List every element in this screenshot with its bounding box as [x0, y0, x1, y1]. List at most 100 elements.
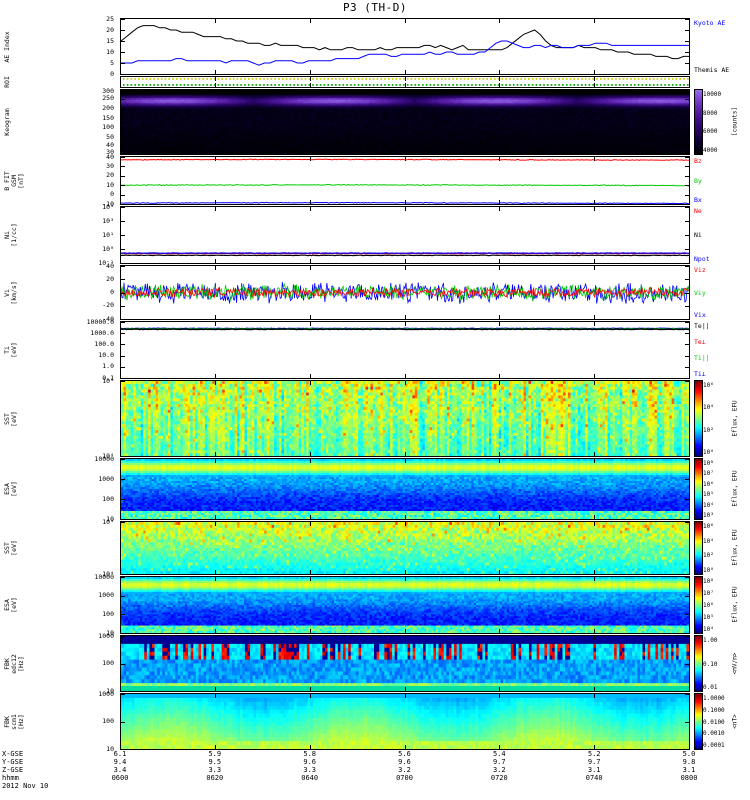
tick-mark	[120, 574, 125, 575]
x-tick-mark	[404, 521, 406, 526]
tick-mark	[120, 52, 125, 53]
x-tick-mark	[594, 374, 596, 379]
tick-mark	[120, 263, 125, 264]
x-tick-mark	[214, 380, 216, 385]
tick-mark	[120, 749, 125, 750]
tick-mark	[685, 279, 690, 281]
x-tick-mark	[404, 321, 406, 326]
series-legend-ti-: Ti⊥	[694, 371, 706, 378]
x-tick-mark	[404, 515, 406, 520]
tick-mark	[120, 721, 125, 723]
x-tick-mark	[214, 687, 216, 692]
x-tick-mark	[120, 200, 121, 205]
x-tick-mark	[689, 76, 690, 81]
y-tick-label: 200	[102, 105, 114, 112]
x-tick-mark	[499, 150, 501, 155]
series-legend-ti-: Ti||	[694, 355, 710, 362]
y-tick-label: 10000	[94, 455, 114, 463]
colorbar-esa-2	[694, 576, 703, 634]
x-tick-mark	[404, 70, 406, 75]
colorbar-unit-fbk-scm1: <nT>	[732, 681, 739, 761]
y-tick-label: 0	[110, 70, 114, 78]
colorbar-tick-label: 1.0000	[703, 696, 725, 702]
panel-ni	[120, 206, 690, 264]
x-tick-mark	[214, 452, 216, 457]
x-tick-mark	[120, 18, 121, 23]
y-tick-label: 10	[106, 687, 114, 695]
x-tick-mark	[499, 458, 501, 463]
x-tick-mark	[404, 200, 406, 205]
tick-mark	[685, 292, 690, 294]
page-title: P3 (TH-D)	[0, 1, 750, 14]
y-tick-label: -40	[102, 315, 114, 323]
x-tick-mark	[689, 315, 690, 320]
tick-mark	[685, 305, 690, 307]
x-axis-value: 5.9	[208, 750, 221, 758]
tick-mark	[120, 207, 125, 208]
tick-mark	[685, 74, 690, 75]
x-tick-mark	[120, 70, 121, 75]
colorbar-tick-label: 10²	[703, 553, 714, 559]
x-tick-mark	[120, 156, 121, 161]
tick-mark	[120, 152, 125, 154]
panel-esa-1	[120, 458, 690, 520]
x-tick-mark	[594, 315, 596, 320]
tick-mark	[120, 279, 125, 281]
tick-mark	[120, 157, 125, 158]
tick-mark	[685, 577, 690, 578]
x-tick-mark	[309, 259, 311, 264]
tick-mark	[685, 378, 690, 379]
x-tick-mark	[120, 570, 121, 575]
x-tick-mark	[594, 521, 596, 526]
x-tick-mark	[689, 576, 690, 581]
tick-mark	[120, 91, 125, 93]
y-tick-label: 1000.0	[91, 330, 114, 337]
x-tick-mark	[594, 452, 596, 457]
x-tick-mark	[309, 83, 311, 88]
colorbar-tick-label: 0.0100	[703, 719, 725, 726]
x-tick-mark	[404, 629, 406, 634]
x-tick-mark	[120, 745, 121, 750]
x-tick-mark	[309, 515, 311, 520]
y-tick-label: 50	[106, 134, 114, 141]
x-tick-mark	[594, 156, 596, 161]
x-axis-value: 0700	[396, 774, 413, 782]
x-tick-mark	[499, 18, 501, 23]
tick-mark	[120, 74, 125, 75]
y-tick-label: 5	[110, 59, 114, 67]
y-tick-label: 300	[102, 88, 114, 95]
x-tick-mark	[594, 515, 596, 520]
tick-mark	[685, 91, 690, 93]
colorbar-keogram	[694, 89, 703, 155]
colorbar-tick-label: 10⁶	[703, 524, 714, 530]
colorbar-tick-label: 10⁵	[703, 492, 714, 498]
x-axis-value: 5.4	[493, 750, 506, 758]
tick-mark	[120, 456, 125, 457]
tick-mark	[685, 721, 690, 723]
tick-mark	[685, 249, 690, 250]
x-tick-mark	[309, 635, 311, 640]
x-tick-mark	[309, 629, 311, 634]
tick-mark	[685, 663, 690, 665]
y-tick-label: 10000	[94, 573, 114, 581]
colorbar-tick-label: 10⁰	[703, 450, 714, 456]
colorbar-tick-label: 8000	[703, 110, 717, 117]
tick-mark	[685, 749, 690, 750]
x-tick-mark	[120, 265, 121, 270]
y-tick-label: 20	[106, 26, 114, 34]
y-tick-label: 100	[102, 660, 114, 667]
tick-mark	[685, 263, 690, 264]
tick-mark	[120, 235, 125, 236]
tick-mark	[120, 305, 125, 307]
x-axis-value: 9.7	[493, 758, 506, 766]
series-legend-by: By	[694, 177, 702, 185]
x-tick-mark	[689, 206, 690, 211]
x-tick-mark	[214, 156, 216, 161]
series-legend-kyoto-ae: Kyoto AE	[694, 20, 725, 27]
x-axis-value: 6.1	[114, 750, 127, 758]
x-tick-mark	[404, 18, 406, 23]
x-axis-value: 3.1	[588, 766, 601, 774]
x-tick-mark	[499, 693, 501, 698]
x-tick-mark	[689, 570, 690, 575]
